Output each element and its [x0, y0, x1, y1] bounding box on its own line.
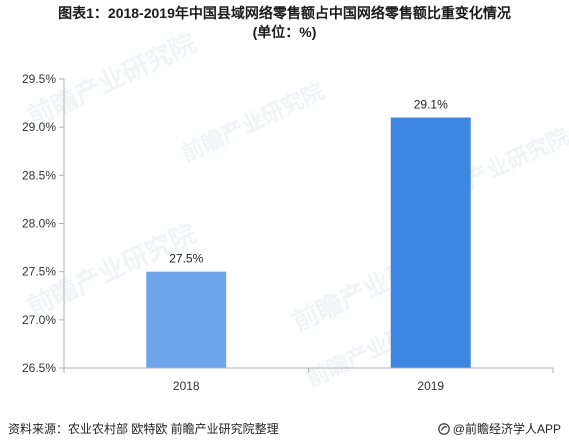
- y-axis: 26.5% 27.0% 27.5% 28.0% 28.5% 29.0% 29.5%: [22, 72, 65, 375]
- chart-title: 图表1：2018-2019年中国县域网络零售额占中国网络零售额比重变化情况 (单…: [0, 4, 569, 42]
- source-note: 资料来源：农业农村部 欧特欧 前瞻产业研究院整理: [8, 422, 279, 436]
- credit-text: @前瞻经济学人APP: [452, 422, 561, 436]
- y-tick-label: 27.0%: [22, 313, 56, 327]
- x-tick-label: 2019: [417, 379, 444, 393]
- bar-2018: [146, 271, 227, 368]
- credit: @前瞻经济学人APP: [437, 420, 561, 437]
- x-axis: 2018 2019: [63, 367, 554, 393]
- y-tick-label: 29.5%: [22, 72, 56, 86]
- bars: 27.5% 29.1%: [146, 98, 471, 369]
- chart-title-line2: (单位：%): [252, 24, 317, 40]
- qianzhan-logo-icon: [437, 422, 450, 435]
- bar-value-label: 27.5%: [169, 252, 203, 266]
- y-tick-label: 26.5%: [22, 361, 56, 375]
- y-tick-label: 29.0%: [22, 120, 56, 134]
- y-tick-label: 27.5%: [22, 265, 56, 279]
- chart-title-line1: 图表1：2018-2019年中国县域网络零售额占中国网络零售额比重变化情况: [58, 5, 511, 21]
- y-tick-label: 28.0%: [22, 217, 56, 231]
- bar-value-label: 29.1%: [414, 98, 448, 112]
- y-tick-label: 28.5%: [22, 168, 56, 182]
- bar-2019: [390, 117, 471, 369]
- x-tick-label: 2018: [173, 379, 200, 393]
